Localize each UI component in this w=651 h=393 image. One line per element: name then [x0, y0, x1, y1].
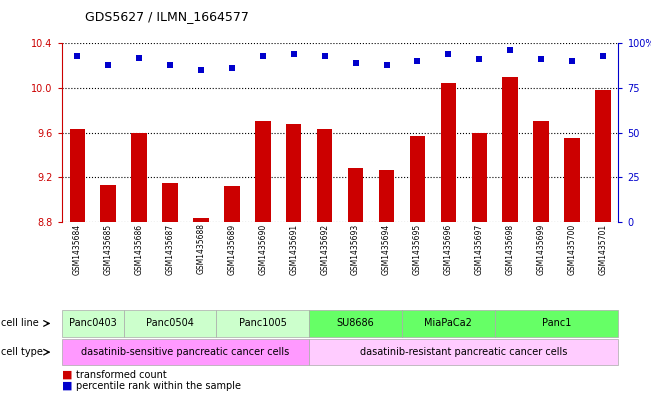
Text: MiaPaCa2: MiaPaCa2 [424, 318, 473, 329]
Text: Panc1005: Panc1005 [239, 318, 287, 329]
Bar [132, 133, 147, 222]
Point [134, 54, 145, 61]
Bar [255, 121, 271, 222]
Text: transformed count: transformed count [76, 370, 167, 380]
Point [196, 67, 206, 73]
Point [350, 60, 361, 66]
Text: ■: ■ [62, 370, 72, 380]
Point [72, 53, 83, 59]
Bar [348, 169, 363, 222]
Text: percentile rank within the sample: percentile rank within the sample [76, 381, 241, 391]
Point [443, 51, 454, 57]
Bar [533, 121, 549, 222]
Point [227, 65, 237, 72]
Text: cell type: cell type [1, 347, 42, 357]
Bar [100, 185, 116, 222]
Bar [162, 183, 178, 222]
Bar [441, 83, 456, 222]
Point [567, 58, 577, 64]
Point [381, 62, 392, 68]
Text: ■: ■ [62, 381, 72, 391]
Text: Panc0403: Panc0403 [69, 318, 117, 329]
Bar [595, 90, 611, 222]
Point [536, 56, 546, 62]
Point [103, 62, 113, 68]
Point [165, 62, 175, 68]
Point [288, 51, 299, 57]
Bar [503, 77, 518, 222]
Bar [70, 129, 85, 222]
Bar [286, 124, 301, 222]
Bar [564, 138, 580, 222]
Bar [379, 169, 395, 222]
Point [258, 53, 268, 59]
Text: Panc1: Panc1 [542, 318, 572, 329]
Text: cell line: cell line [1, 318, 38, 329]
Text: dasatinib-sensitive pancreatic cancer cells: dasatinib-sensitive pancreatic cancer ce… [81, 347, 290, 357]
Text: dasatinib-resistant pancreatic cancer cells: dasatinib-resistant pancreatic cancer ce… [360, 347, 568, 357]
Bar [193, 218, 209, 222]
Text: Panc0504: Panc0504 [146, 318, 194, 329]
Bar [409, 136, 425, 222]
Point [412, 58, 422, 64]
Point [505, 47, 516, 53]
Point [598, 53, 608, 59]
Point [320, 53, 330, 59]
Text: GDS5627 / ILMN_1664577: GDS5627 / ILMN_1664577 [85, 10, 249, 23]
Bar [224, 186, 240, 222]
Bar [317, 129, 333, 222]
Point [474, 56, 484, 62]
Bar [471, 133, 487, 222]
Text: SU8686: SU8686 [337, 318, 374, 329]
